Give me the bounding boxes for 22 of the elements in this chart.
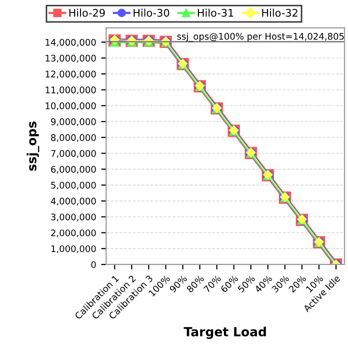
y-tick-label: 3,000,000 (51, 214, 96, 222)
y-tick-label: 10,000,000 (46, 102, 96, 110)
legend-label: Hilo-29 (69, 8, 105, 17)
y-tick-label: 2,000,000 (51, 229, 96, 238)
y-tick-label: 5,000,000 (51, 182, 96, 190)
legend-label: Hilo-31 (198, 8, 234, 17)
y-tick-label: 7,000,000 (51, 150, 96, 158)
y-tick-label: 0 (91, 261, 96, 268)
y-tick-label: 4,000,000 (50, 198, 96, 206)
y-tick-label: 6,000,000 (51, 166, 96, 174)
ref-line-label: ssj_ops@100% per Host=14,024,805 (177, 32, 344, 42)
legend-label: Hilo-30 (134, 8, 170, 17)
y-axis-title: ssj_ops (26, 122, 40, 171)
y-tick-label: 11,000,000 (46, 86, 96, 94)
y-tick-label: 13,000,000 (46, 54, 96, 62)
y-tick-label: 9,000,000 (51, 118, 96, 126)
x-axis-title: Target Load (184, 326, 266, 339)
y-tick-label: 1,000,000 (51, 245, 96, 254)
y-tick-label: 12,000,000 (46, 70, 96, 78)
y-tick-label: 14,000,000 (46, 38, 96, 47)
y-tick-label: 8,000,000 (51, 134, 96, 142)
legend-label: Hilo-32 (262, 8, 298, 17)
